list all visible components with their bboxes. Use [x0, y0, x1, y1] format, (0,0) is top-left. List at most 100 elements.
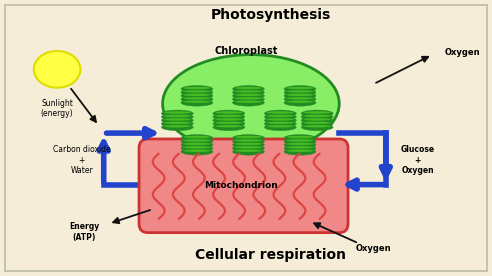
Ellipse shape: [304, 125, 331, 128]
Ellipse shape: [304, 121, 331, 124]
Ellipse shape: [235, 150, 262, 152]
Text: Oxygen: Oxygen: [445, 48, 480, 57]
Ellipse shape: [284, 96, 316, 103]
Ellipse shape: [304, 111, 331, 114]
Ellipse shape: [164, 115, 191, 117]
Ellipse shape: [235, 143, 262, 145]
Ellipse shape: [181, 99, 213, 106]
Ellipse shape: [264, 117, 296, 124]
Ellipse shape: [164, 118, 191, 121]
Ellipse shape: [233, 99, 264, 106]
Ellipse shape: [267, 111, 294, 114]
Ellipse shape: [301, 120, 333, 127]
Ellipse shape: [233, 145, 264, 152]
Ellipse shape: [235, 94, 262, 96]
Ellipse shape: [233, 135, 264, 141]
Ellipse shape: [233, 92, 264, 99]
Ellipse shape: [181, 141, 213, 148]
Ellipse shape: [267, 115, 294, 117]
Ellipse shape: [267, 118, 294, 121]
Ellipse shape: [161, 117, 193, 124]
Ellipse shape: [184, 136, 211, 138]
FancyBboxPatch shape: [139, 139, 348, 233]
Ellipse shape: [233, 89, 264, 96]
Ellipse shape: [235, 139, 262, 142]
Ellipse shape: [233, 138, 264, 145]
Ellipse shape: [304, 118, 331, 121]
Ellipse shape: [184, 87, 211, 89]
Ellipse shape: [233, 141, 264, 148]
Ellipse shape: [184, 150, 211, 152]
Ellipse shape: [233, 86, 264, 92]
Text: Mitochondrion: Mitochondrion: [204, 181, 278, 190]
Text: Carbon dioxide
+
Water: Carbon dioxide + Water: [53, 145, 111, 175]
Ellipse shape: [235, 97, 262, 100]
Ellipse shape: [264, 124, 296, 131]
Text: Glucose
+
Oxygen: Glucose + Oxygen: [400, 145, 435, 175]
Ellipse shape: [286, 150, 313, 152]
Ellipse shape: [286, 90, 313, 93]
Ellipse shape: [286, 146, 313, 148]
Ellipse shape: [286, 87, 313, 89]
Ellipse shape: [184, 97, 211, 100]
Ellipse shape: [164, 111, 191, 114]
Ellipse shape: [213, 113, 245, 120]
Ellipse shape: [286, 97, 313, 100]
Ellipse shape: [284, 99, 316, 106]
Ellipse shape: [301, 124, 333, 131]
Ellipse shape: [264, 110, 296, 117]
Ellipse shape: [267, 125, 294, 128]
Ellipse shape: [284, 92, 316, 99]
FancyBboxPatch shape: [4, 5, 488, 271]
Ellipse shape: [184, 139, 211, 142]
Text: Energy
(ATP): Energy (ATP): [69, 222, 99, 242]
Ellipse shape: [164, 125, 191, 128]
Ellipse shape: [235, 87, 262, 89]
Ellipse shape: [213, 124, 245, 131]
Ellipse shape: [235, 136, 262, 138]
Ellipse shape: [233, 96, 264, 103]
Ellipse shape: [213, 110, 245, 117]
Ellipse shape: [235, 90, 262, 93]
Ellipse shape: [181, 86, 213, 92]
Ellipse shape: [235, 146, 262, 148]
Ellipse shape: [181, 92, 213, 99]
Ellipse shape: [215, 111, 243, 114]
Ellipse shape: [301, 117, 333, 124]
Ellipse shape: [264, 120, 296, 127]
Ellipse shape: [215, 125, 243, 128]
Ellipse shape: [284, 89, 316, 96]
Ellipse shape: [161, 113, 193, 120]
Ellipse shape: [264, 113, 296, 120]
Ellipse shape: [34, 51, 80, 88]
Ellipse shape: [161, 120, 193, 127]
Text: Sunlight
(energy): Sunlight (energy): [41, 99, 73, 118]
Ellipse shape: [184, 90, 211, 93]
Ellipse shape: [301, 110, 333, 117]
Ellipse shape: [161, 110, 193, 117]
Ellipse shape: [286, 94, 313, 96]
Ellipse shape: [233, 148, 264, 155]
Ellipse shape: [184, 100, 211, 103]
Ellipse shape: [215, 118, 243, 121]
Ellipse shape: [213, 120, 245, 127]
Ellipse shape: [284, 138, 316, 145]
Ellipse shape: [181, 148, 213, 155]
Ellipse shape: [181, 89, 213, 96]
Text: Oxygen: Oxygen: [356, 244, 391, 253]
Ellipse shape: [213, 117, 245, 124]
Ellipse shape: [267, 121, 294, 124]
Ellipse shape: [235, 100, 262, 103]
Ellipse shape: [286, 136, 313, 138]
Ellipse shape: [215, 115, 243, 117]
Ellipse shape: [301, 113, 333, 120]
Ellipse shape: [181, 138, 213, 145]
Ellipse shape: [164, 121, 191, 124]
Text: Cellular respiration: Cellular respiration: [195, 248, 346, 262]
Ellipse shape: [162, 55, 339, 153]
Ellipse shape: [215, 121, 243, 124]
Ellipse shape: [304, 115, 331, 117]
Text: Photosynthesis: Photosynthesis: [211, 8, 331, 22]
Ellipse shape: [286, 139, 313, 142]
Ellipse shape: [181, 135, 213, 141]
